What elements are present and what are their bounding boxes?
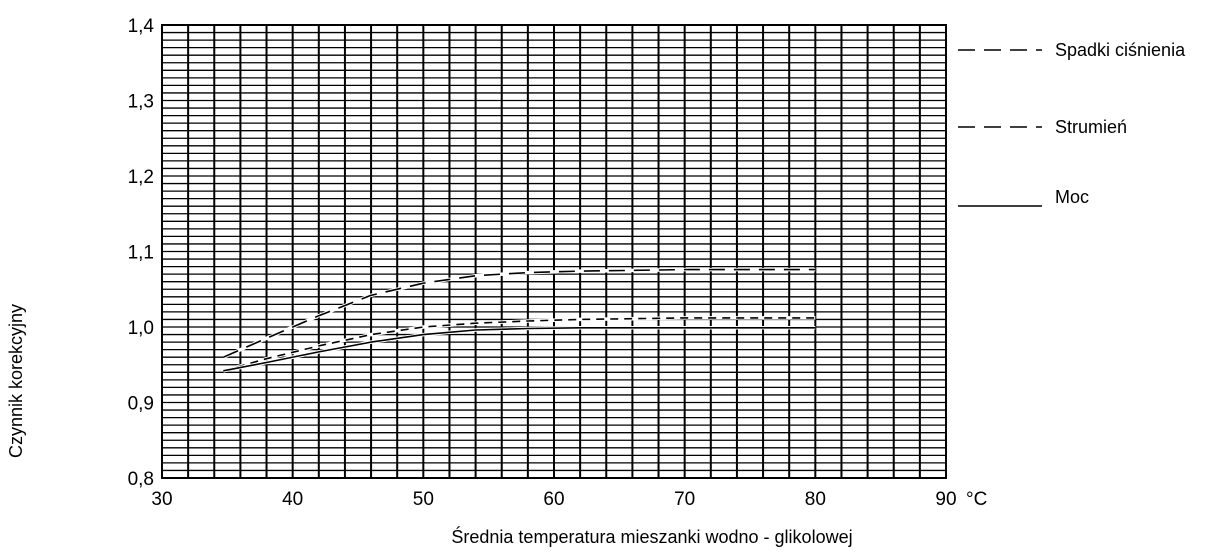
legend-label-1: Strumień: [1055, 117, 1127, 137]
legend-label-2: Moc: [1055, 187, 1089, 207]
x-tick-label: 40: [282, 489, 303, 510]
y-tick-label: 1,2: [128, 167, 154, 188]
legend: Spadki ciśnienia Strumień Moc: [958, 40, 1186, 207]
x-tick-label: 90: [935, 489, 956, 510]
y-tick-label: 1,1: [128, 243, 154, 264]
y-tick-label: 1,0: [128, 318, 154, 339]
x-tick-label: 30: [151, 489, 172, 510]
legend-label-0: Spadki ciśnienia: [1055, 40, 1186, 60]
x-tick-label: 50: [413, 489, 434, 510]
plot-border: [161, 24, 947, 479]
series-line-2: [223, 327, 816, 372]
x-tick-labels: 30 40 50 60 70 80 90: [151, 489, 956, 510]
series-halo-0: [222, 267, 816, 359]
series-line-1: [223, 317, 816, 372]
x-tick-label: 80: [805, 489, 826, 510]
y-tick-label: 1,3: [128, 92, 154, 113]
y-axis-title: Czynnik korekcyjny: [6, 304, 26, 458]
y-tick-label: 0,9: [128, 394, 154, 415]
series-halo-1: [222, 316, 816, 373]
chart-grid: [162, 25, 946, 478]
x-unit-label: °C: [966, 489, 987, 510]
y-tick-label: 1,4: [128, 16, 155, 37]
x-axis-title: Średnia temperatura mieszanki wodno - gl…: [451, 526, 852, 547]
x-tick-label: 70: [674, 489, 695, 510]
series-line-0: [223, 268, 816, 358]
y-tick-label: 0,8: [128, 469, 154, 490]
x-tick-label: 60: [543, 489, 564, 510]
plot-frame: [161, 24, 947, 479]
y-tick-labels: 0,8 0,9 1,0 1,1 1,2 1,3 1,4: [128, 16, 155, 490]
data-series: [222, 267, 816, 373]
